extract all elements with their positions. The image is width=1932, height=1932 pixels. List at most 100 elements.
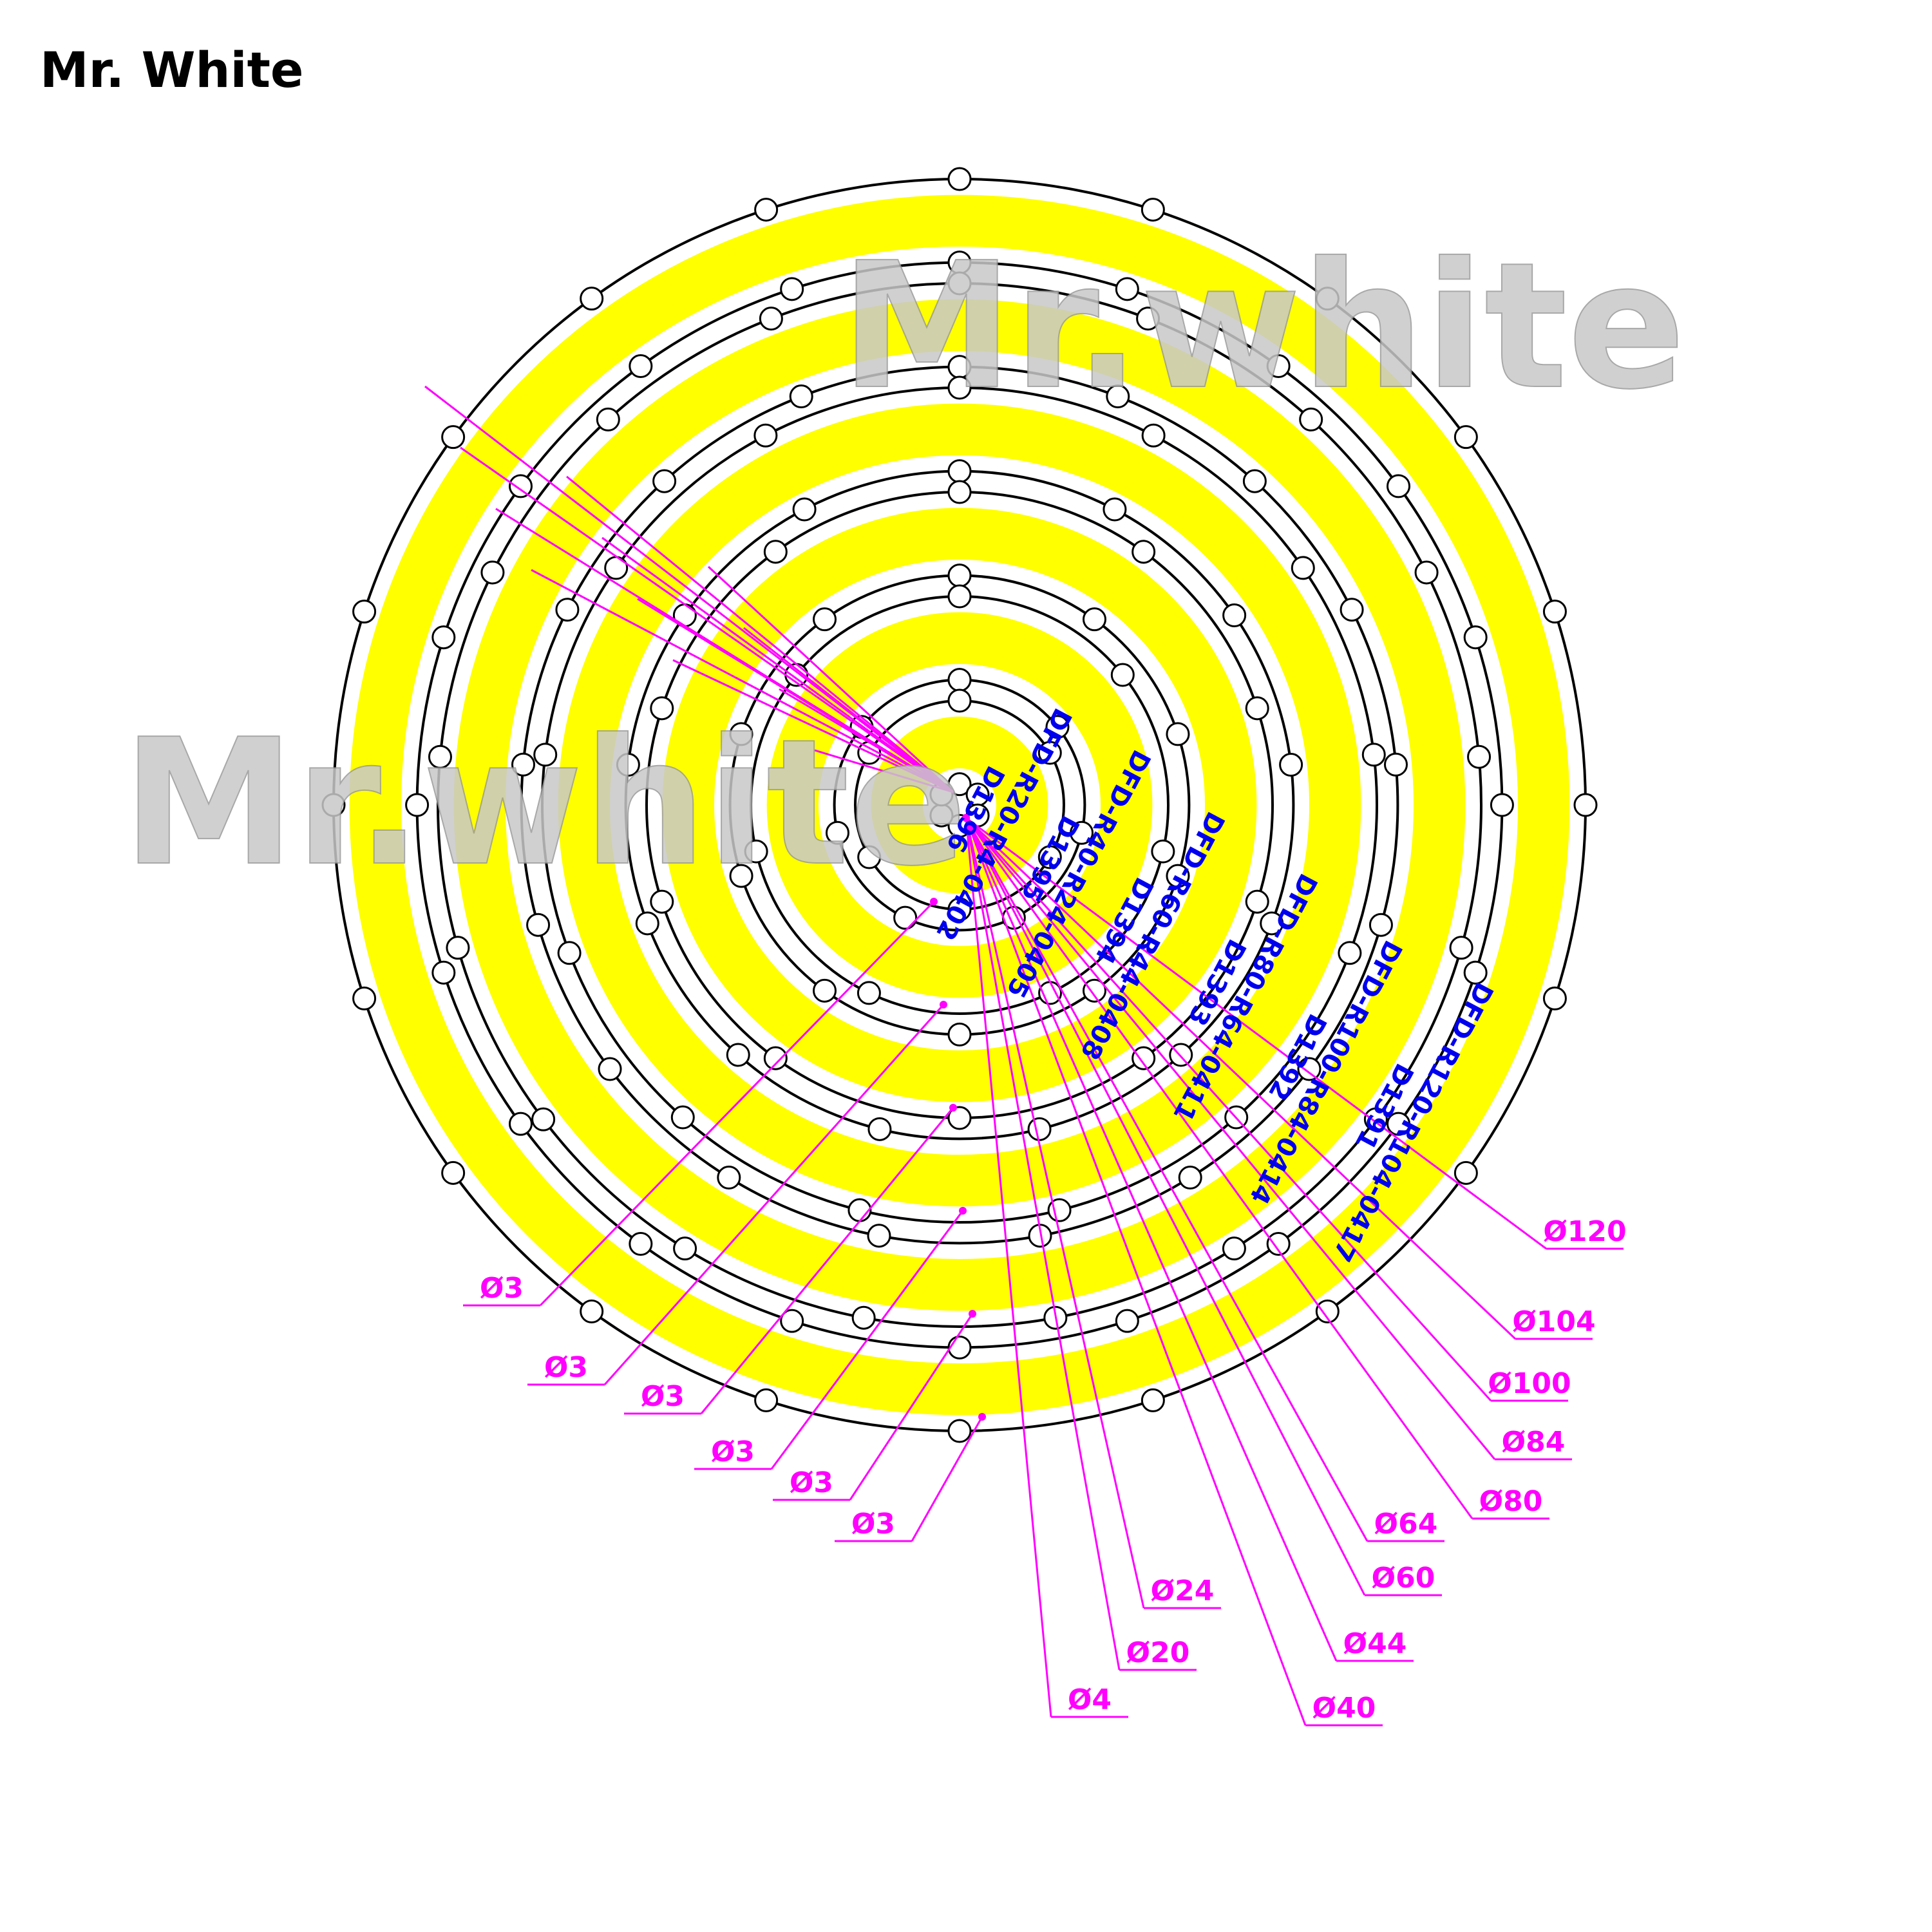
arrow-head — [969, 1310, 976, 1318]
notch — [1368, 913, 1393, 937]
arrow-head — [930, 898, 938, 905]
leader-line — [965, 817, 1492, 1402]
notch — [1222, 603, 1247, 628]
notch — [1260, 911, 1284, 936]
notch — [405, 793, 430, 817]
notch — [446, 936, 470, 960]
notch — [1178, 1165, 1202, 1189]
dimension-label: Ø20 — [1126, 1636, 1190, 1669]
arrow-head — [940, 1001, 947, 1009]
notch — [947, 480, 972, 504]
notch — [1542, 600, 1567, 624]
rings — [321, 167, 1598, 1443]
notch — [1103, 497, 1127, 522]
led-band — [871, 716, 1048, 894]
led-band — [453, 299, 1466, 1311]
notch — [726, 1043, 750, 1067]
notch — [1338, 941, 1362, 965]
notch — [851, 1305, 876, 1330]
dimension-label: Ø104 — [1512, 1305, 1595, 1338]
notch — [533, 743, 558, 767]
notch — [893, 905, 918, 930]
watermark: Mr.white — [840, 225, 1685, 428]
notch — [673, 1236, 697, 1261]
notch — [1082, 607, 1106, 632]
leader-line — [672, 659, 954, 793]
notch — [1315, 287, 1340, 311]
notch — [947, 375, 972, 400]
leader-line — [965, 817, 1368, 1542]
notch — [321, 793, 346, 817]
dimension-label: Ø44 — [1343, 1627, 1407, 1660]
notch — [1141, 423, 1166, 448]
notch — [531, 1107, 556, 1132]
notch — [1037, 741, 1062, 765]
notch — [857, 845, 882, 869]
notch — [1387, 474, 1411, 498]
notch — [947, 688, 972, 713]
notch — [1467, 744, 1492, 769]
leader-line — [424, 385, 954, 793]
leader-line — [965, 817, 1052, 1718]
notch — [1132, 540, 1156, 564]
notch — [629, 1232, 653, 1256]
dimension-label: Ø100 — [1488, 1367, 1571, 1400]
notch — [431, 960, 456, 985]
notch — [947, 584, 972, 609]
notch — [555, 598, 580, 622]
leader-line — [965, 817, 1338, 1662]
leader-line — [965, 817, 1307, 1726]
notch — [947, 1106, 972, 1130]
notch — [596, 407, 620, 431]
leader-line — [965, 817, 1547, 1250]
leader-line — [531, 569, 954, 793]
watermark: Mr.white — [122, 701, 967, 904]
notch — [1387, 1112, 1411, 1136]
leader-line — [965, 817, 1121, 1671]
notch — [1110, 663, 1135, 687]
notch — [717, 1165, 741, 1189]
notch — [557, 941, 582, 965]
leader-line — [965, 817, 1145, 1609]
notch — [947, 1419, 972, 1443]
leader-line — [539, 900, 935, 1307]
notch — [1361, 743, 1386, 767]
notch — [744, 839, 768, 864]
notch — [789, 384, 813, 409]
notch — [1463, 625, 1488, 650]
notch — [526, 913, 551, 937]
notch — [650, 889, 674, 914]
notch — [753, 423, 778, 448]
notch — [1141, 1388, 1165, 1412]
leader-line — [707, 565, 954, 793]
notch — [1383, 752, 1408, 777]
dimension-label: Ø3 — [480, 1272, 524, 1305]
led-band — [766, 612, 1153, 998]
notch — [1573, 793, 1598, 817]
dimension-label: Ø80 — [1479, 1485, 1543, 1518]
notch — [947, 564, 972, 588]
notch — [604, 556, 629, 580]
notch — [754, 198, 779, 222]
arrow-head — [949, 1104, 957, 1112]
notch — [508, 474, 533, 498]
notch — [1115, 277, 1139, 301]
notch — [754, 1388, 779, 1412]
notch — [947, 271, 972, 296]
notch — [629, 354, 653, 378]
dimension-label: Ø3 — [641, 1380, 685, 1413]
notch — [1490, 793, 1514, 817]
notch — [1297, 1057, 1321, 1081]
notch — [1291, 556, 1315, 580]
notch — [759, 307, 783, 331]
dimension-label: Ø24 — [1151, 1575, 1215, 1607]
leader-line — [743, 627, 954, 793]
notch — [1070, 820, 1094, 845]
notch — [1132, 1046, 1156, 1070]
notch — [947, 897, 972, 922]
leader-line — [814, 749, 954, 793]
notch — [825, 820, 849, 845]
notch — [650, 696, 674, 721]
notch — [947, 772, 972, 797]
leader-line — [460, 446, 954, 793]
